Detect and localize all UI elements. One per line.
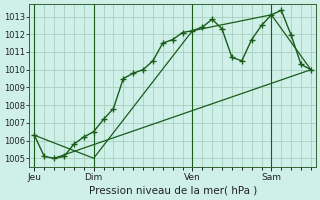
X-axis label: Pression niveau de la mer( hPa ): Pression niveau de la mer( hPa ) bbox=[89, 186, 257, 196]
